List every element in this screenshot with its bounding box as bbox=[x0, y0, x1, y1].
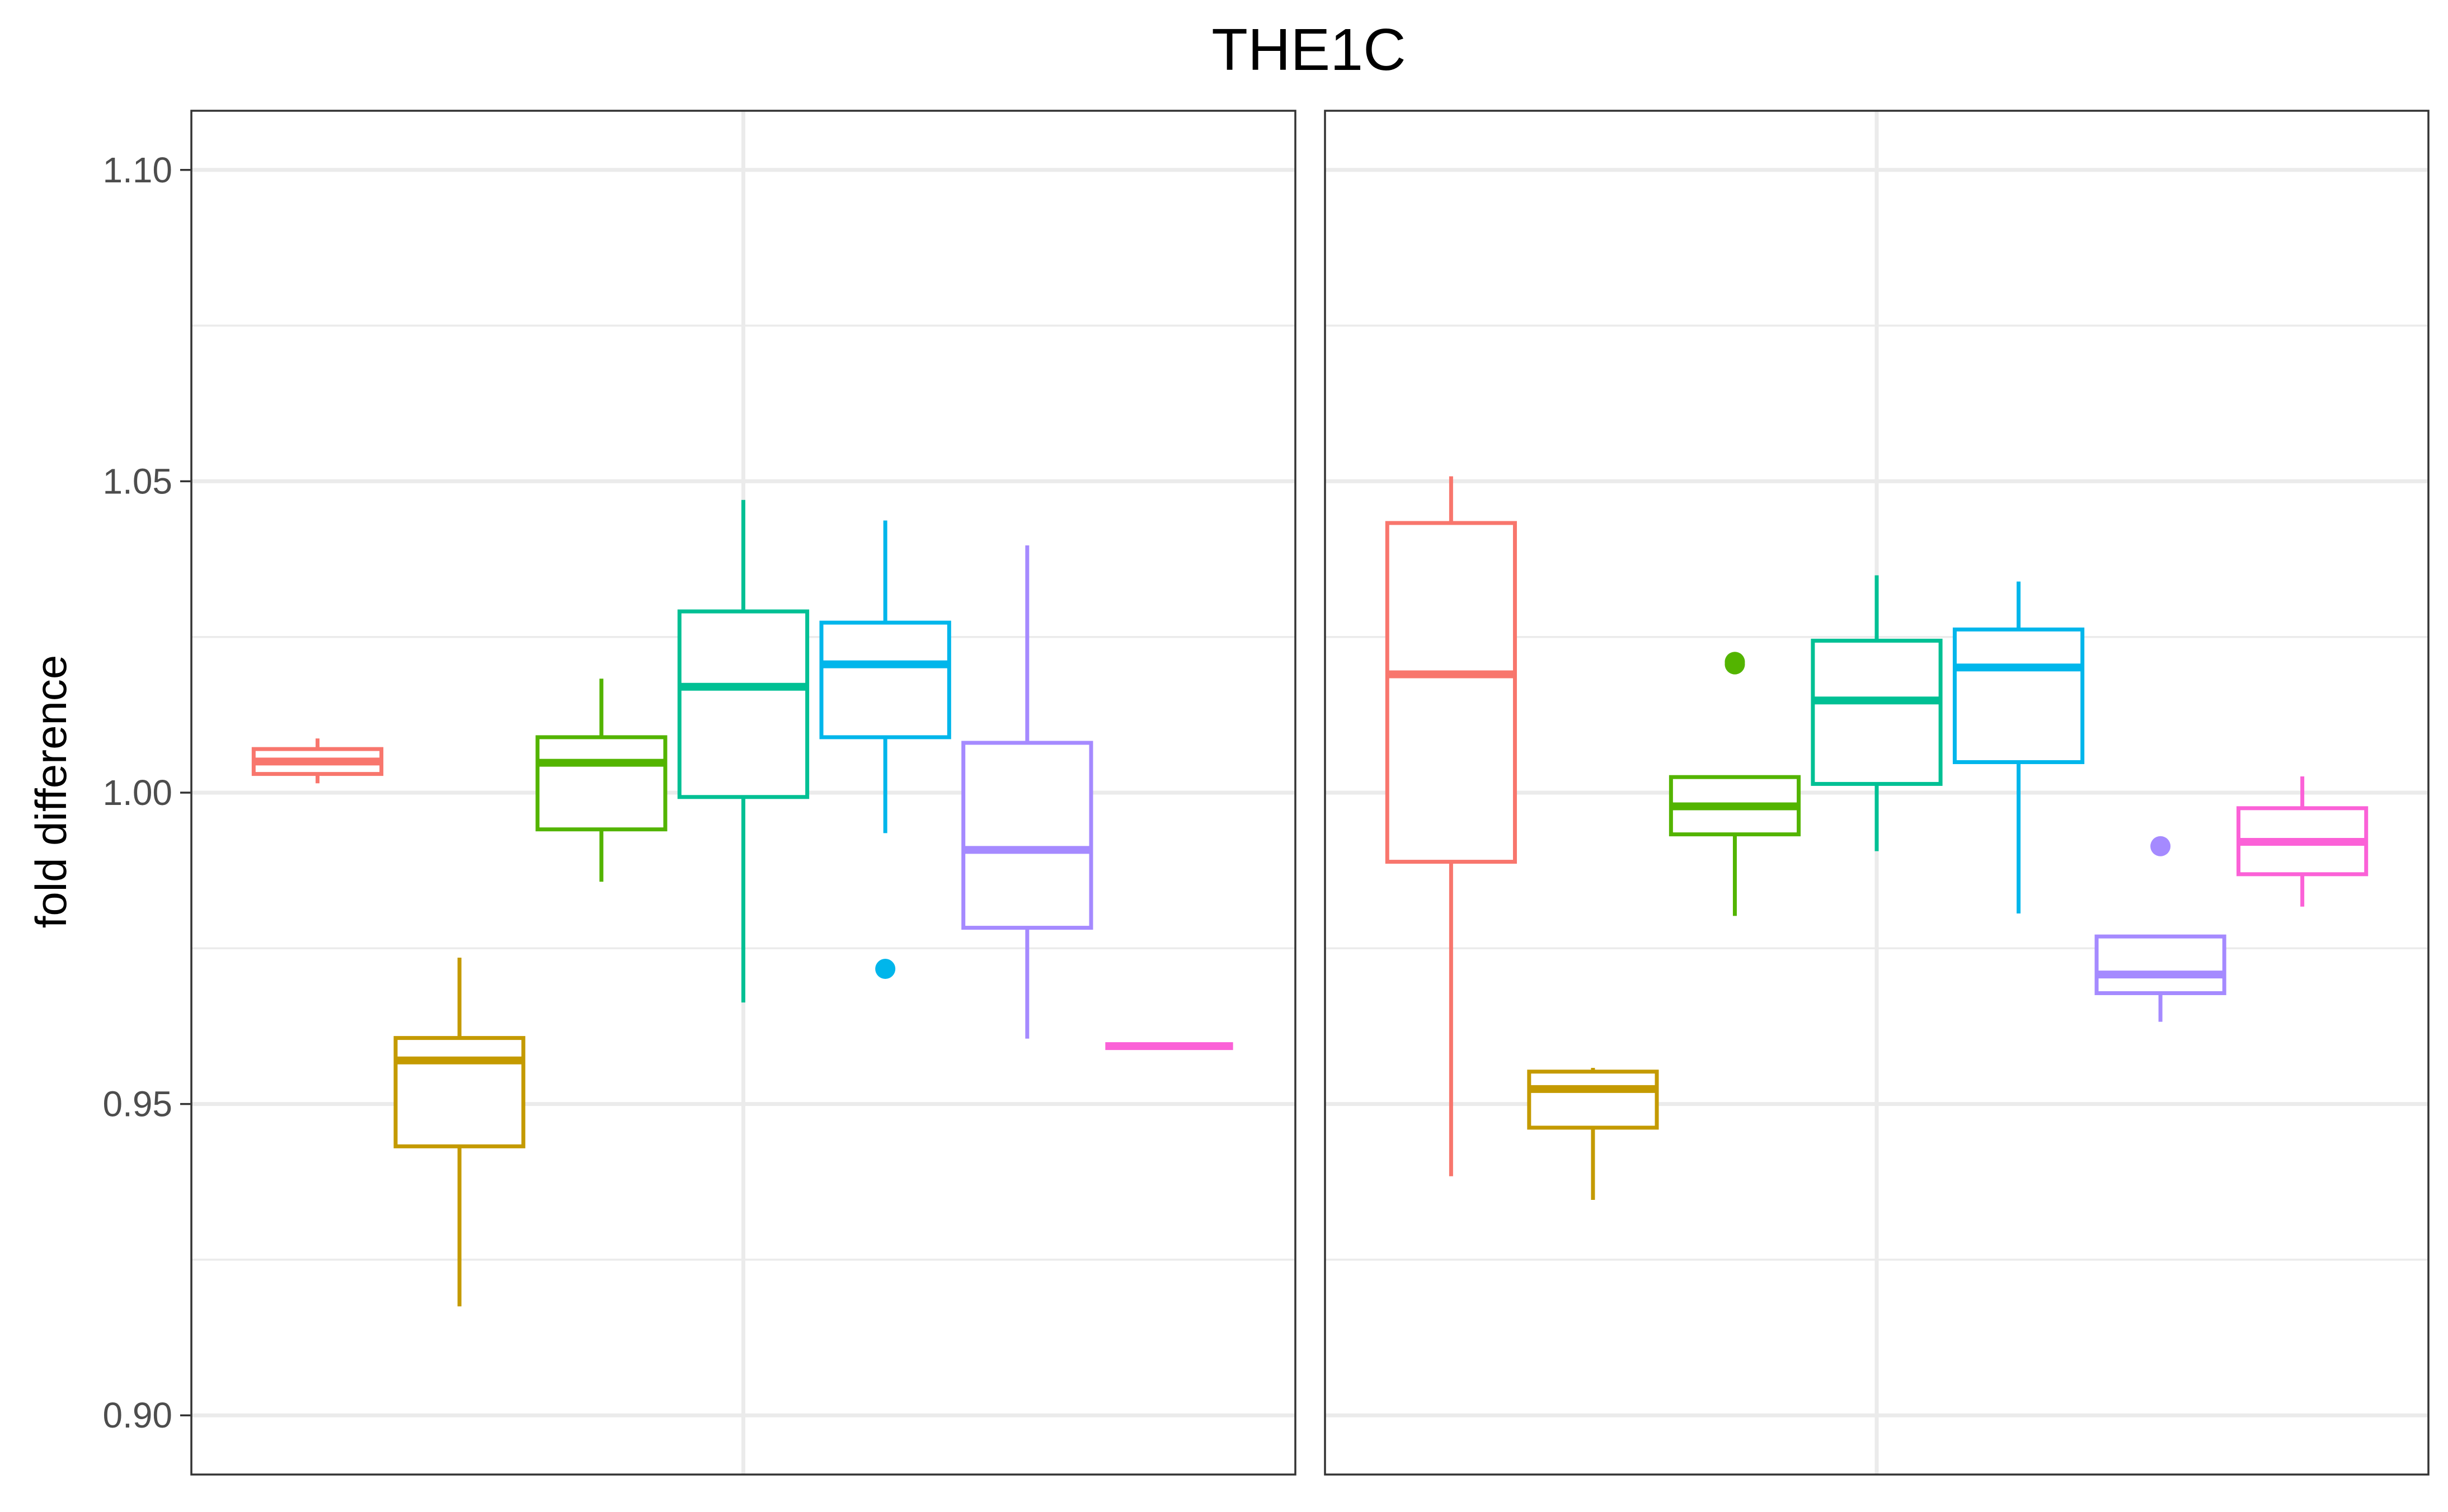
box-1-2 bbox=[393, 958, 525, 1307]
y-axis-label: fold difference bbox=[26, 655, 76, 929]
outlier-point-1 bbox=[875, 959, 896, 979]
box-body bbox=[1527, 1070, 1659, 1130]
box-2-7 bbox=[2236, 776, 2369, 907]
box-body bbox=[677, 609, 810, 799]
box-body bbox=[819, 620, 951, 739]
box-2-1 bbox=[1385, 476, 1517, 1176]
box-2-2 bbox=[1527, 1068, 1659, 1200]
y-tick-label-2: 0.95 bbox=[102, 1084, 172, 1124]
box-1-3 bbox=[535, 679, 668, 882]
box-2-3 bbox=[1669, 652, 1801, 916]
panel-2 bbox=[1324, 110, 2430, 1476]
box-body bbox=[961, 741, 1093, 930]
box-body bbox=[393, 1036, 525, 1148]
box-1-5 bbox=[819, 520, 951, 979]
chart-title: THE1C bbox=[1211, 17, 1406, 83]
box-2-5 bbox=[1952, 581, 2085, 913]
outlier-point-1 bbox=[2150, 836, 2171, 856]
box-body bbox=[2094, 934, 2226, 995]
box-1-4 bbox=[677, 500, 810, 1003]
box-body bbox=[1811, 638, 1943, 786]
y-tick-label-5: 1.10 bbox=[102, 150, 172, 190]
y-tick-label-1: 0.90 bbox=[102, 1395, 172, 1435]
box-2-6 bbox=[2094, 836, 2226, 1022]
box-body bbox=[1385, 521, 1517, 864]
box-2-4 bbox=[1811, 575, 1943, 851]
box-1-1 bbox=[251, 738, 384, 784]
panels-layer bbox=[190, 110, 2430, 1476]
panel-border bbox=[1324, 110, 2430, 1476]
box-body bbox=[535, 735, 668, 832]
y-tick-label-4: 1.05 bbox=[102, 461, 172, 501]
outlier-point-2 bbox=[1725, 652, 1745, 672]
y-tick-label-3: 1.00 bbox=[102, 773, 172, 813]
box-1-6 bbox=[961, 545, 1093, 1039]
y-axis: 0.90 0.95 1.00 1.05 1.10 bbox=[102, 150, 191, 1435]
box-body bbox=[1952, 627, 2085, 764]
panel-1 bbox=[190, 110, 1296, 1476]
